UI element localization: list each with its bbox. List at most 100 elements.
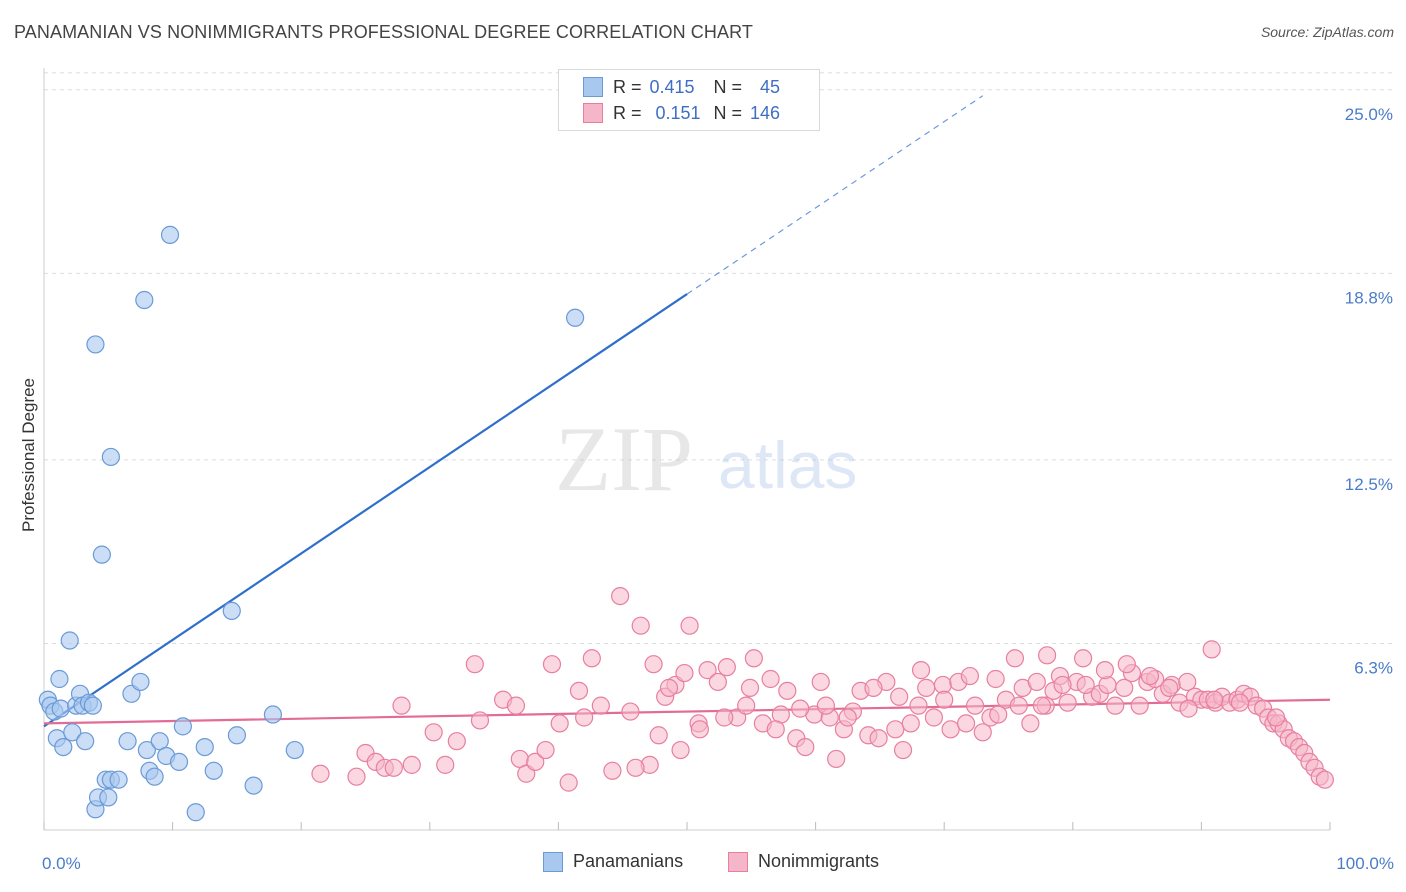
nonimmigrants-point: [526, 752, 545, 772]
nonimmigrants-point: [715, 708, 734, 727]
legend-label-nonimmigrants: Nonimmigrants: [758, 851, 880, 871]
nonimmigrants-point: [542, 655, 562, 674]
panamanians-point: [186, 803, 205, 822]
panamanians-trend-extension: [686, 95, 984, 295]
panamanians-point: [54, 737, 73, 757]
panamanians-point: [131, 672, 150, 692]
panamanians-point: [135, 290, 154, 310]
legend-swatch-blue: [583, 77, 603, 97]
nonimmigrants-point: [659, 678, 679, 697]
nonimmigrants-point: [506, 696, 526, 715]
y-tick-label: 6.3%: [1354, 658, 1393, 677]
nonimmigrants-point: [436, 755, 455, 774]
panamanians-point: [101, 447, 120, 467]
nonimmigrants-point: [1106, 696, 1125, 715]
nonimmigrants-point: [1053, 675, 1072, 695]
nonimmigrants-point: [778, 681, 797, 700]
panamanians-point: [137, 740, 156, 760]
nonimmigrants-point: [1032, 696, 1052, 715]
legend-row-nonimmigrants: R = 0.151 N = 146: [583, 101, 780, 125]
nonimmigrants-point: [791, 699, 810, 718]
nonimmigrants-point: [1098, 675, 1117, 695]
nonimmigrants-point: [644, 655, 663, 674]
nonimmigrants-point: [1021, 714, 1040, 733]
nonimmigrants-point: [986, 669, 1005, 689]
y-tick-label: 18.8%: [1345, 288, 1393, 307]
nonimmigrants-point: [1027, 672, 1046, 692]
nonimmigrants-point: [816, 696, 835, 715]
nonimmigrants-point: [1095, 661, 1115, 680]
y-axis-label: Professional Degree: [19, 378, 38, 532]
gridlines: [44, 72, 1395, 644]
nonimmigrants-point: [989, 705, 1008, 724]
nonimmigrants-point: [924, 708, 944, 727]
nonimmigrants-point: [680, 616, 699, 635]
nonimmigrants-point: [559, 773, 578, 792]
nonimmigrants-point: [838, 708, 857, 727]
legend-label-panamanians: Panamanians: [573, 851, 684, 871]
legend-r-label: R =: [613, 102, 642, 123]
nonimmigrants-point: [1058, 693, 1077, 712]
nonimmigrants-point: [698, 661, 717, 680]
nonimmigrants-point: [1178, 672, 1197, 692]
nonimmigrants-point: [582, 649, 601, 668]
nonimmigrants-point: [886, 720, 905, 739]
panamanians-point: [227, 726, 246, 745]
nonimmigrants-point: [973, 723, 992, 742]
nonimmigrants-point: [392, 696, 411, 715]
nonimmigrants-point: [621, 702, 640, 721]
nonimmigrants-point: [901, 714, 920, 733]
nonimmigrants-point: [311, 764, 330, 783]
nonimmigrants-point: [917, 678, 936, 697]
legend-n-value: 45: [760, 76, 781, 97]
panamanians-point: [50, 669, 69, 689]
nonimmigrants-point: [935, 690, 954, 709]
nonimmigrants-point: [1117, 655, 1136, 674]
nonimmigrants-point: [675, 663, 694, 683]
nonimmigrants-point: [550, 714, 569, 733]
panamanians-point: [109, 770, 128, 789]
nonimmigrants-point: [575, 708, 594, 727]
nonimmigrants-point: [1230, 693, 1250, 712]
panamanians-point: [86, 335, 105, 354]
nonimmigrants-point: [744, 649, 763, 668]
legend-n-value: 146: [750, 102, 781, 123]
nonimmigrants-point: [1037, 646, 1057, 665]
panamanians-point: [60, 631, 79, 650]
nonimmigrants-point: [690, 720, 709, 739]
legend-r-value: 0.151: [655, 102, 701, 123]
nonimmigrants-point: [811, 672, 830, 692]
nonimmigrants-point: [1205, 690, 1224, 709]
nonimmigrants-point: [1202, 640, 1221, 659]
nonimmigrants-point: [1073, 649, 1093, 668]
y-tick-label: 25.0%: [1345, 105, 1393, 124]
nonimmigrants-point: [569, 681, 589, 700]
nonimmigrants-point: [470, 711, 490, 730]
nonimmigrants-points: [311, 586, 1334, 792]
chart-title: PANAMANIAN VS NONIMMIGRANTS PROFESSIONAL…: [14, 22, 753, 42]
legend-n-label: N =: [713, 76, 743, 97]
legend-swatch-blue: [543, 851, 563, 872]
legend-r-label: R =: [613, 76, 642, 97]
panamanians-point: [263, 705, 283, 724]
nonimmigrants-point: [591, 696, 610, 715]
nonimmigrants-point: [737, 696, 756, 715]
nonimmigrants-point: [603, 761, 622, 780]
nonimmigrants-point: [941, 720, 960, 739]
panamanians-point: [92, 545, 111, 564]
nonimmigrants-point: [827, 749, 846, 769]
panamanians-point: [83, 696, 102, 715]
series-legend: Panamanians Nonimmigrants: [0, 851, 1406, 877]
panamanians-point: [173, 717, 192, 736]
nonimmigrants-point: [708, 672, 727, 692]
nonimmigrants-point: [909, 696, 928, 715]
nonimmigrants-point: [626, 758, 645, 777]
nonimmigrants-point: [717, 658, 736, 677]
panamanians-point: [51, 699, 70, 718]
nonimmigrants-point: [649, 726, 668, 745]
legend-swatch-pink: [583, 103, 603, 123]
nonimmigrants-point: [740, 678, 760, 697]
nonimmigrants-point: [1140, 666, 1160, 686]
nonimmigrants-point: [965, 696, 985, 715]
